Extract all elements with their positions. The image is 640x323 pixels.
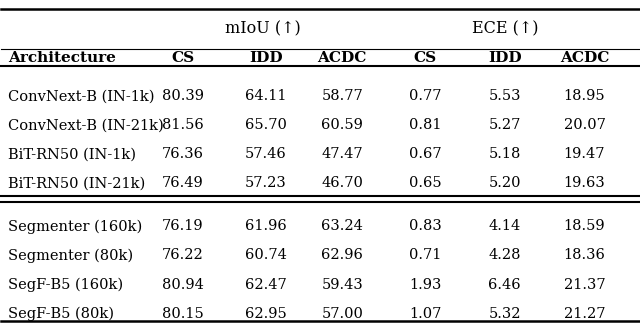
Text: 62.96: 62.96 [321, 248, 364, 263]
Text: 5.27: 5.27 [488, 118, 521, 132]
Text: 57.23: 57.23 [245, 176, 287, 191]
Text: 5.18: 5.18 [488, 147, 521, 161]
Text: 0.71: 0.71 [409, 248, 442, 263]
Text: ConvNext-B (IN-1k): ConvNext-B (IN-1k) [8, 89, 154, 103]
Text: Segmenter (160k): Segmenter (160k) [8, 219, 142, 234]
Text: 60.74: 60.74 [245, 248, 287, 263]
Text: 62.47: 62.47 [245, 277, 287, 292]
Text: ACDC: ACDC [560, 51, 609, 65]
Text: 6.46: 6.46 [488, 277, 521, 292]
Text: 0.67: 0.67 [409, 147, 442, 161]
Text: 20.07: 20.07 [563, 118, 605, 132]
Text: CS: CS [413, 51, 436, 65]
Text: 18.36: 18.36 [563, 248, 605, 263]
Text: 60.59: 60.59 [321, 118, 364, 132]
Text: BiT-RN50 (IN-1k): BiT-RN50 (IN-1k) [8, 147, 136, 161]
Text: 1.07: 1.07 [409, 307, 442, 321]
Text: SegF-B5 (160k): SegF-B5 (160k) [8, 277, 123, 292]
Text: 59.43: 59.43 [321, 277, 363, 292]
Text: 80.39: 80.39 [162, 89, 204, 103]
Text: 61.96: 61.96 [245, 219, 287, 234]
Text: 81.56: 81.56 [162, 118, 204, 132]
Text: 19.47: 19.47 [564, 147, 605, 161]
Text: 62.95: 62.95 [245, 307, 287, 321]
Text: 57.00: 57.00 [321, 307, 364, 321]
Text: IDD: IDD [249, 51, 283, 65]
Text: 5.20: 5.20 [488, 176, 521, 191]
Text: BiT-RN50 (IN-21k): BiT-RN50 (IN-21k) [8, 176, 145, 191]
Text: 76.36: 76.36 [162, 147, 204, 161]
Text: 76.19: 76.19 [162, 219, 204, 234]
Text: 21.37: 21.37 [564, 277, 605, 292]
Text: ConvNext-B (IN-21k): ConvNext-B (IN-21k) [8, 118, 163, 132]
Text: Segmenter (80k): Segmenter (80k) [8, 248, 133, 263]
Text: mIoU (↑): mIoU (↑) [225, 21, 301, 38]
Text: 0.83: 0.83 [409, 219, 442, 234]
Text: 76.22: 76.22 [162, 248, 204, 263]
Text: 18.59: 18.59 [564, 219, 605, 234]
Text: 4.28: 4.28 [488, 248, 521, 263]
Text: 0.77: 0.77 [409, 89, 442, 103]
Text: ACDC: ACDC [317, 51, 367, 65]
Text: 18.95: 18.95 [564, 89, 605, 103]
Text: CS: CS [172, 51, 195, 65]
Text: 0.65: 0.65 [409, 176, 442, 191]
Text: 46.70: 46.70 [321, 176, 364, 191]
Text: SegF-B5 (80k): SegF-B5 (80k) [8, 307, 114, 321]
Text: 47.47: 47.47 [321, 147, 363, 161]
Text: Architecture: Architecture [8, 51, 116, 65]
Text: 0.81: 0.81 [409, 118, 442, 132]
Text: 4.14: 4.14 [489, 219, 521, 234]
Text: 57.46: 57.46 [245, 147, 287, 161]
Text: 80.15: 80.15 [162, 307, 204, 321]
Text: 76.49: 76.49 [162, 176, 204, 191]
Text: IDD: IDD [488, 51, 522, 65]
Text: 80.94: 80.94 [162, 277, 204, 292]
Text: 5.32: 5.32 [488, 307, 521, 321]
Text: 63.24: 63.24 [321, 219, 364, 234]
Text: 1.93: 1.93 [409, 277, 442, 292]
Text: 64.11: 64.11 [245, 89, 287, 103]
Text: 5.53: 5.53 [488, 89, 521, 103]
Text: 65.70: 65.70 [245, 118, 287, 132]
Text: 19.63: 19.63 [564, 176, 605, 191]
Text: ECE (↑): ECE (↑) [472, 21, 538, 38]
Text: 58.77: 58.77 [321, 89, 363, 103]
Text: 21.27: 21.27 [564, 307, 605, 321]
